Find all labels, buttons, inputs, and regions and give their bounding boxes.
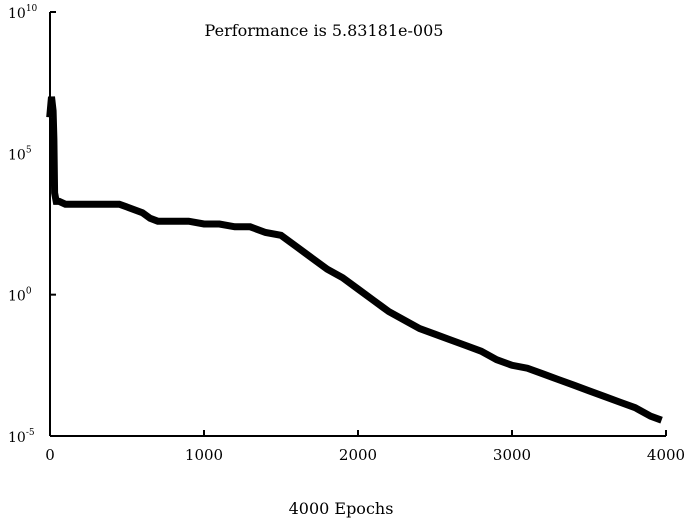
x-tick-label: 1000: [185, 446, 223, 464]
axes: [49, 12, 666, 437]
x-tick-label: 2000: [339, 446, 377, 464]
chart-title: Performance is 5.83181e-005: [205, 21, 444, 40]
x-axis-label: 4000 Epochs: [289, 499, 394, 518]
y-tick-label: 10-5: [8, 428, 35, 446]
series-line-performance: [46, 96, 663, 424]
x-tick-label: 3000: [493, 446, 531, 464]
y-tick-label: 100: [8, 287, 32, 305]
tick-marks: [49, 11, 667, 437]
y-tick-label: 1010: [8, 4, 38, 22]
x-tick-label: 0: [45, 446, 55, 464]
x-tick-label: 4000: [647, 446, 685, 464]
y-tick-label: 105: [8, 145, 32, 163]
tick-labels: 0 1000 2000 3000 4000 1010 105 100 10-5: [8, 4, 685, 464]
